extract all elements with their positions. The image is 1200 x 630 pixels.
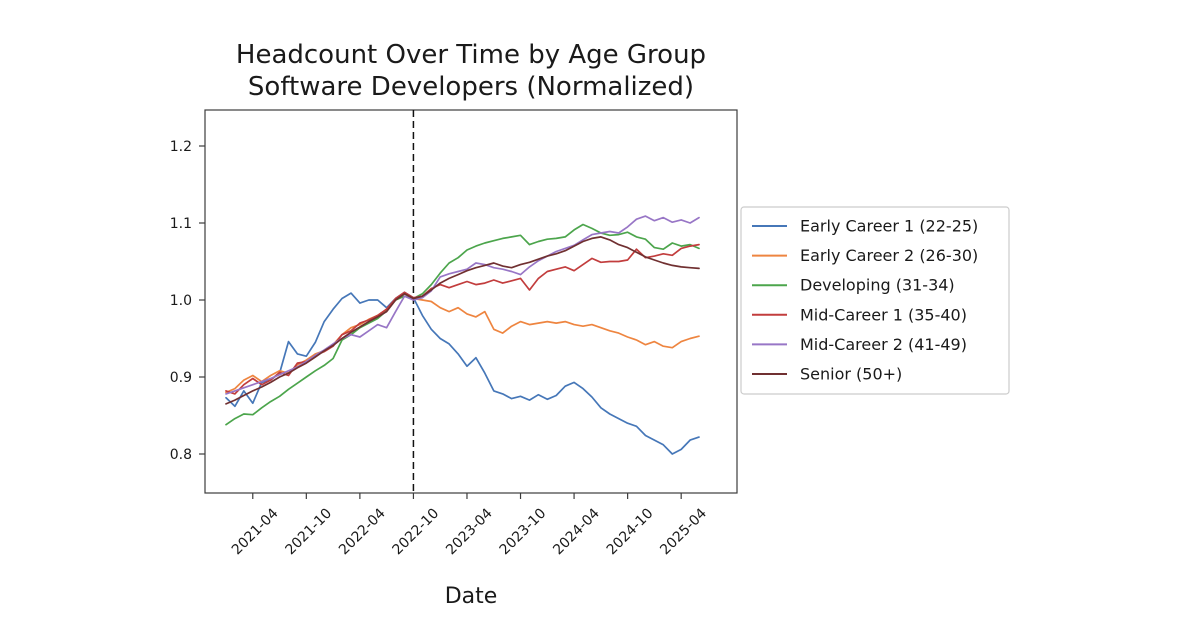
x-tick-label: 2022-04 bbox=[336, 505, 389, 558]
series-line-developing-31-34 bbox=[225, 223, 700, 426]
x-axis-ticks: 2021-04 2021-10 2022-04 2022-10 2023-04 2023-… bbox=[229, 493, 710, 558]
series-line-early-career-1-22-25 bbox=[225, 291, 700, 455]
legend-label: Developing (31-34) bbox=[800, 276, 955, 295]
series-lines bbox=[225, 215, 700, 455]
series-line-mid-career-1-35-40 bbox=[225, 243, 700, 395]
series-line-senior-50 bbox=[225, 236, 700, 405]
y-tick-label: 0.9 bbox=[170, 370, 192, 386]
plot-area: 0.80.91.01.11.2 2021-04 2021-10 2022-04 202… bbox=[170, 109, 738, 558]
chart-subtitle: Software Developers (Normalized) bbox=[248, 72, 694, 102]
x-tick-label: 2021-04 bbox=[229, 505, 282, 558]
x-tick-label: 2025-04 bbox=[657, 505, 710, 558]
series-line-early-career-2-26-30 bbox=[225, 292, 700, 394]
x-tick-label: 2022-10 bbox=[390, 506, 443, 559]
y-tick-label: 1.0 bbox=[170, 293, 192, 309]
legend-label: Early Career 1 (22-25) bbox=[800, 217, 978, 236]
chart-title: Headcount Over Time by Age Group bbox=[236, 40, 706, 70]
y-tick-label: 0.8 bbox=[170, 447, 192, 463]
x-tick-label: 2021-10 bbox=[282, 506, 335, 559]
legend-label: Mid-Career 1 (35-40) bbox=[800, 305, 967, 324]
legend-label: Early Career 2 (26-30) bbox=[800, 246, 978, 265]
y-tick-label: 1.2 bbox=[170, 139, 192, 155]
y-tick-label: 1.1 bbox=[170, 216, 192, 232]
legend-box bbox=[740, 206, 1010, 395]
x-tick-label: 2024-10 bbox=[604, 506, 657, 559]
legend-label: Senior (50+) bbox=[800, 365, 902, 384]
legend: Early Career 1 (22-25) Early Career 2 (26… bbox=[740, 206, 1010, 395]
x-tick-label: 2024-04 bbox=[550, 505, 603, 558]
series-line-mid-career-2-41-49 bbox=[225, 215, 700, 395]
plot-border bbox=[204, 109, 738, 494]
x-axis-title: Date bbox=[445, 584, 498, 609]
legend-entries: Early Career 1 (22-25) Early Career 2 (26… bbox=[752, 217, 978, 384]
y-axis-ticks: 0.8 0.9 1.0 1.1 1.2 bbox=[170, 139, 205, 463]
legend-label: Mid-Career 2 (41-49) bbox=[800, 335, 967, 354]
x-tick-label: 2023-04 bbox=[443, 505, 496, 558]
x-tick-label: 2023-10 bbox=[497, 506, 550, 559]
